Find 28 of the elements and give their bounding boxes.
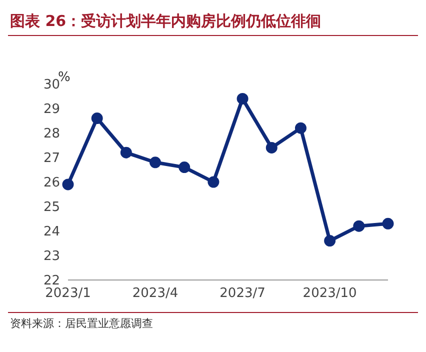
x-tick-label: 2023/1: [45, 286, 91, 302]
x-tick-label: 2023/7: [220, 286, 266, 302]
text: 资料来源：居民置业意愿调查: [9, 316, 154, 331]
point: [266, 142, 278, 154]
point: [178, 162, 190, 174]
y-tick-label: 24: [43, 224, 60, 240]
point: [91, 112, 103, 124]
point: [62, 178, 74, 190]
point: [150, 156, 162, 168]
y-axis-title: %: [58, 70, 70, 85]
y-tick-label: 23: [43, 249, 60, 264]
point: [382, 218, 394, 230]
point: [208, 176, 220, 188]
point: [294, 122, 306, 134]
y-tick-label: 29: [43, 102, 60, 118]
y-tick-label: 25: [43, 200, 60, 216]
x-tick-label: 2023/10: [302, 286, 357, 302]
point: [353, 220, 365, 232]
x-tick-label: 2023/4: [132, 286, 178, 302]
point: [120, 146, 132, 158]
point: [236, 92, 248, 104]
point: [324, 235, 336, 247]
chart-title: 图表 26：受访计划半年内购房比例仍低位徘徊: [9, 11, 322, 31]
y-tick-label: 26: [43, 176, 60, 191]
y-tick-label: 28: [43, 126, 60, 142]
y-tick-label: 30: [43, 78, 60, 93]
y-tick-label: 27: [43, 151, 60, 166]
y-tick-label: 22: [43, 274, 60, 289]
